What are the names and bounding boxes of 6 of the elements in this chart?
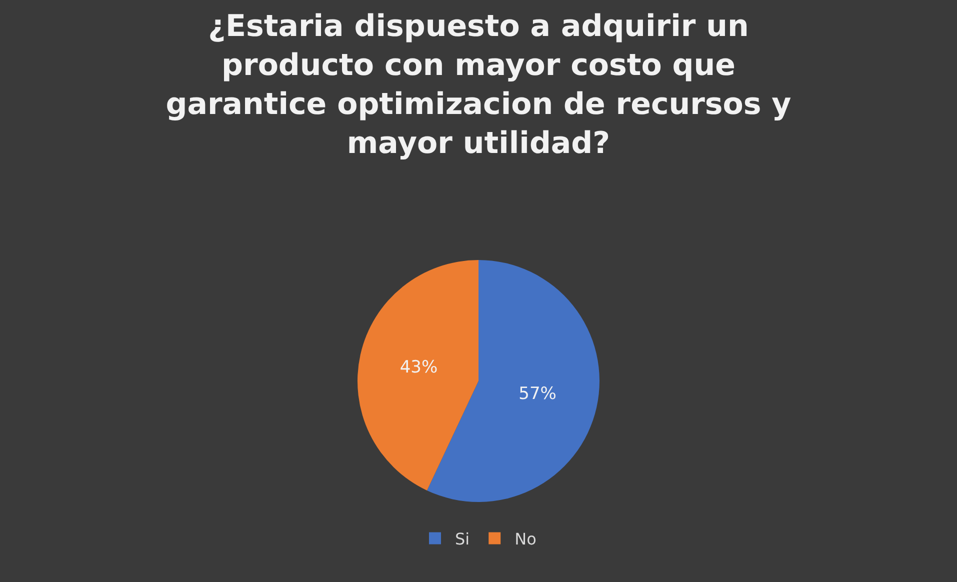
data-label: 57% <box>518 384 556 404</box>
chart-title: ¿Estaria dispuesto a adquirir un producto con mayor costo que garantice optimizacion de recursos y mayor utilidad? <box>166 9 792 161</box>
data-label: 43% <box>400 358 438 378</box>
legend-label: No <box>514 530 536 548</box>
legend-label: Si <box>455 530 470 548</box>
pie-slice <box>358 260 478 490</box>
